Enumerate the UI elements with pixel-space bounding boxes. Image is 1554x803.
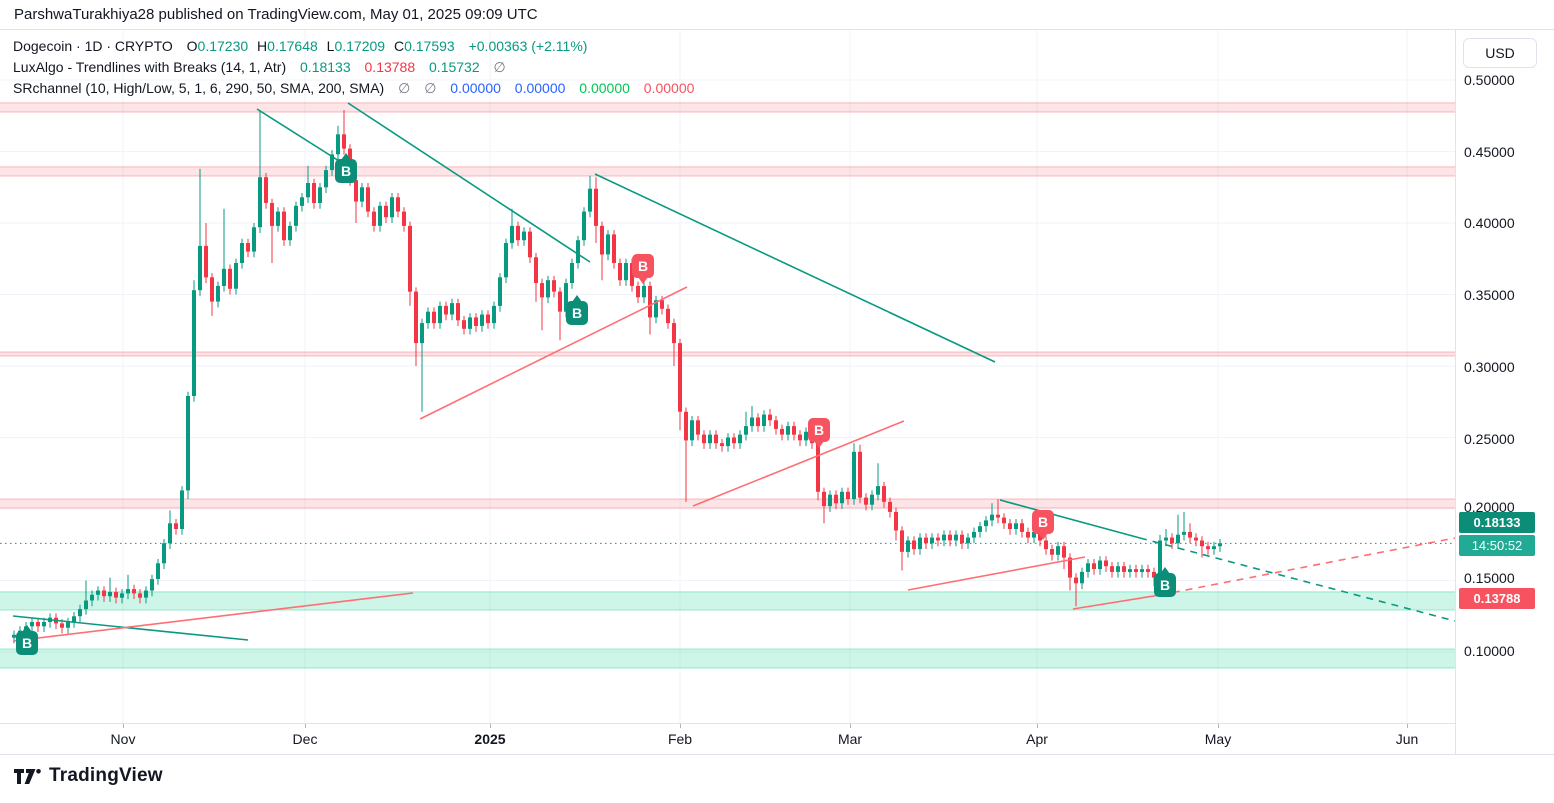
time-axis-label: Nov <box>110 731 136 747</box>
time-axis-tick <box>1218 724 1219 728</box>
time-axis-label: 2025 <box>474 731 506 747</box>
publish-header: ParshwaTurakhiya28 published on TradingV… <box>0 0 1554 30</box>
srchannel-value-2: 0.00000 <box>514 80 566 96</box>
price-axis[interactable]: USD 0.50000 0.45000 0.40000 0.35000 0.30000 0… <box>1455 30 1554 754</box>
low-label: L <box>326 38 335 54</box>
change-value: +0.00363 (+2.11%) <box>468 38 588 54</box>
time-axis-tick <box>1407 724 1408 728</box>
time-axis-tick <box>1037 724 1038 728</box>
srchannel-value-4: 0.00000 <box>643 80 695 96</box>
break-labels-layer: B B B B B B B <box>16 153 1176 655</box>
svg-text:B: B <box>1038 514 1048 530</box>
svg-text:B: B <box>22 635 32 651</box>
candles-layer <box>12 110 1222 644</box>
high-value: 0.17648 <box>267 38 318 54</box>
currency-toggle-button[interactable]: USD <box>1463 38 1537 68</box>
price-axis-label: 0.40000 <box>1464 215 1515 231</box>
lower-trendline-price-badge: 0.13788 <box>1459 588 1535 609</box>
srchannel-empty-1: ∅ <box>398 80 411 96</box>
time-axis-label: May <box>1204 731 1232 747</box>
time-axis-label: Mar <box>837 731 863 747</box>
low-value: 0.17209 <box>334 38 386 54</box>
time-axis-tick <box>123 724 124 728</box>
currency-label: USD <box>1485 45 1515 61</box>
chart-legend: Dogecoin · 1D · CRYPTO O0.17230 H0.17648… <box>13 36 694 99</box>
tradingview-brand[interactable]: TradingView <box>14 765 163 787</box>
symbol-title[interactable]: Dogecoin · 1D · CRYPTO <box>13 38 173 54</box>
time-axis-label: Jun <box>1395 731 1419 747</box>
price-axis-label: 0.10000 <box>1464 643 1515 659</box>
time-axis-label: Apr <box>1026 731 1048 747</box>
price-axis-label: 0.35000 <box>1464 287 1515 303</box>
svg-text:B: B <box>1160 577 1170 593</box>
price-axis-label: 0.30000 <box>1464 359 1515 375</box>
close-label: C <box>393 38 405 54</box>
srchannel-value-1: 0.00000 <box>450 80 501 96</box>
svg-text:B: B <box>638 258 648 274</box>
legend-srchannel-row[interactable]: SRchannel (10, High/Low, 5, 1, 6, 290, 5… <box>13 78 694 99</box>
luxalgo-lower-value: 0.13788 <box>364 59 416 75</box>
publish-line: ParshwaTurakhiya28 published on TradingV… <box>14 6 538 23</box>
srchannel-value-3: 0.00000 <box>579 80 630 96</box>
time-axis-tick <box>490 724 491 728</box>
bar-countdown-badge: 14:50:52 <box>1459 535 1535 556</box>
grid-layer <box>0 30 1455 723</box>
sr-zones-layer <box>0 102 1455 669</box>
time-axis-label: Dec <box>292 731 318 747</box>
footer: TradingView <box>0 754 1554 803</box>
srchannel-title[interactable]: SRchannel (10, High/Low, 5, 1, 6, 290, 5… <box>13 80 385 96</box>
legend-symbol-row[interactable]: Dogecoin · 1D · CRYPTO O0.17230 H0.17648… <box>13 36 694 57</box>
open-label: O <box>186 38 198 54</box>
time-axis-tick <box>680 724 681 728</box>
price-axis-label: 0.25000 <box>1464 431 1515 447</box>
chart-pane-column: B B B B B B B Dogecoin · 1D · CRYPTO O0.17230 … <box>0 30 1455 754</box>
legend-luxalgo-row[interactable]: LuxAlgo - Trendlines with Breaks (14, 1,… <box>13 57 694 78</box>
time-axis-tick <box>850 724 851 728</box>
tradingview-brand-text: TradingView <box>49 765 163 786</box>
price-axis-label: 0.20000 <box>1464 499 1515 515</box>
open-value: 0.17230 <box>197 38 249 54</box>
svg-text:B: B <box>572 305 582 321</box>
luxalgo-empty-value: ∅ <box>493 59 506 75</box>
time-axis-label: Feb <box>667 731 693 747</box>
high-label: H <box>257 38 268 54</box>
trendlines-layer <box>12 102 1455 642</box>
price-axis-label: 0.50000 <box>1464 72 1515 88</box>
chart-main: B B B B B B B Dogecoin · 1D · CRYPTO O0.17230 … <box>0 30 1554 754</box>
svg-text:B: B <box>814 422 824 438</box>
price-axis-label: 0.15000 <box>1464 570 1515 586</box>
luxalgo-title[interactable]: LuxAlgo - Trendlines with Breaks (14, 1,… <box>13 59 287 75</box>
time-axis-tick <box>305 724 306 728</box>
svg-text:B: B <box>341 163 351 179</box>
srchannel-empty-2: ∅ <box>424 80 437 96</box>
upper-trendline-price-badge: 0.18133 <box>1459 512 1535 533</box>
luxalgo-mid-value: 0.15732 <box>429 59 480 75</box>
time-axis[interactable]: Nov Dec 2025 Feb Mar Apr May Jun <box>0 723 1455 754</box>
close-value: 0.17593 <box>404 38 455 54</box>
luxalgo-upper-value: 0.18133 <box>300 59 351 75</box>
tradingview-logo-icon <box>14 768 41 784</box>
price-chart[interactable]: B B B B B B B Dogecoin · 1D · CRYPTO O0.17230 … <box>0 30 1455 723</box>
price-axis-label: 0.45000 <box>1464 144 1515 160</box>
candlestick-chart-canvas: B B B B B B B <box>0 30 1455 723</box>
